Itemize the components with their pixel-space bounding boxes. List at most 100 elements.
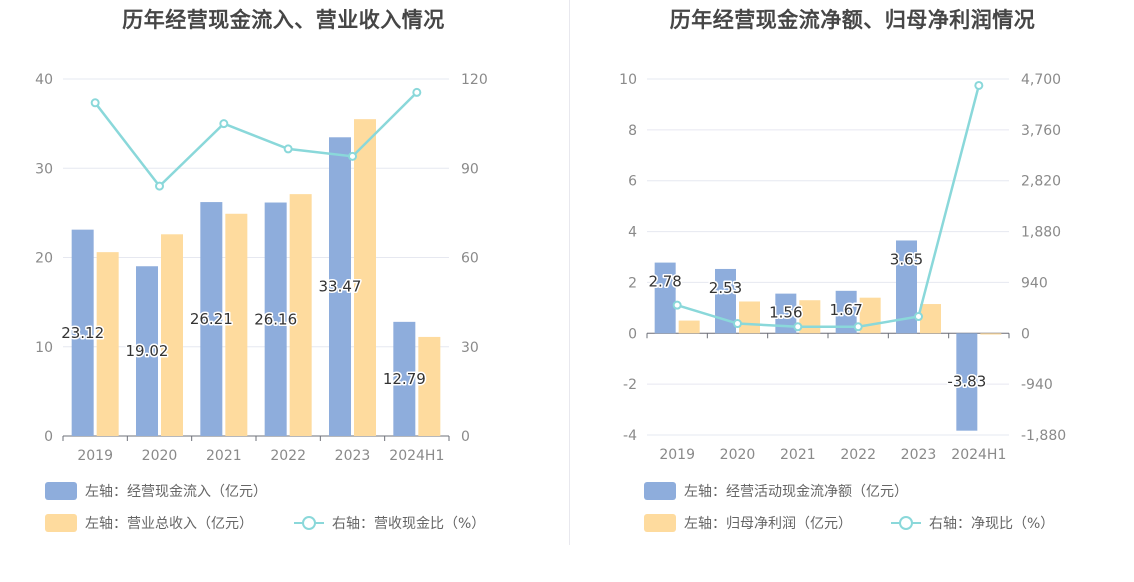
y-right-tick-label: 4,700 — [1021, 72, 1061, 88]
bar-data-label: 19.02 — [126, 342, 169, 360]
y-left-tick-label: 10 — [35, 340, 53, 356]
y-right-tick-label: 60 — [461, 251, 479, 267]
bar-series-2 — [739, 301, 760, 334]
x-tick-label: 2024H1 — [951, 447, 1006, 463]
line-series-point — [348, 151, 357, 161]
bar-series-2 — [678, 320, 700, 334]
y-left-tick-label: 8 — [628, 123, 637, 139]
y-right-tick-label: -940 — [1021, 377, 1053, 393]
legend-item-net-profit[interactable]: 左轴：归母净利润（亿元） — [644, 513, 852, 533]
y-left-tick-label: 6 — [628, 174, 637, 190]
legend-item-cash-inflow[interactable]: 左轴：经营现金流入（亿元） — [45, 481, 267, 501]
legend-swatch-orange — [45, 514, 77, 532]
legend-swatch-blue — [45, 482, 77, 500]
y-right-tick-label: -1,880 — [1021, 428, 1066, 444]
bar-series-2 — [289, 194, 312, 436]
line-series-path — [676, 85, 981, 329]
x-tick-label: 2021 — [780, 447, 816, 463]
legend-label: 右轴：净现比（%） — [929, 516, 1055, 532]
bar-series-2 — [161, 234, 183, 436]
legend-item-net-cash-ratio[interactable]: 右轴：净现比（%） — [891, 513, 1054, 533]
bar-series-1 — [956, 333, 978, 431]
x-tick-label: 2023 — [335, 448, 371, 464]
x-tick-label: 2024H1 — [389, 448, 444, 464]
legend-item-cash-revenue-ratio[interactable]: 右轴：营收现金比（%） — [294, 513, 485, 533]
legend-label: 左轴：营业总收入（亿元） — [85, 516, 253, 532]
bar-data-label: 26.16 — [254, 310, 297, 328]
bar-series-1 — [71, 229, 94, 436]
y-left-tick-label: 10 — [619, 72, 637, 88]
bar-series-1 — [136, 266, 158, 436]
bar-series-2 — [418, 336, 441, 436]
legend-line-marker-icon — [294, 516, 324, 530]
legend-label: 左轴：经营现金流入（亿元） — [85, 484, 267, 500]
x-tick-label: 2021 — [206, 448, 242, 464]
line-series-point — [219, 119, 229, 129]
legend-label: 左轴：归母净利润（亿元） — [684, 516, 852, 532]
y-right-tick-label: 940 — [1021, 275, 1048, 291]
line-series-point — [853, 322, 863, 332]
line-series-point — [974, 80, 984, 90]
y-right-tick-label: 2,820 — [1021, 174, 1061, 190]
bar-series-2 — [225, 213, 248, 436]
bar-data-label: 2.53 — [709, 279, 742, 297]
legend-swatch-orange — [644, 514, 676, 532]
bar-data-label: 1.56 — [769, 304, 802, 322]
line-series-point — [914, 312, 923, 322]
line-series-point — [733, 319, 742, 329]
x-tick-label: 2020 — [720, 447, 756, 463]
bar-series-1 — [775, 293, 797, 334]
bar-series-1 — [896, 240, 917, 334]
bar-series-1 — [200, 202, 223, 436]
bar-data-label: 1.67 — [829, 301, 862, 319]
legend-item-net-operating-cash-flow[interactable]: 左轴：经营活动现金流净额（亿元） — [644, 481, 908, 501]
y-left-tick-label: 0 — [44, 429, 53, 445]
y-right-tick-label: 1,880 — [1021, 225, 1061, 241]
line-series-path — [94, 91, 418, 188]
y-left-tick-label: 40 — [35, 72, 53, 88]
bar-series-2 — [354, 119, 376, 436]
y-right-tick-label: 120 — [461, 72, 488, 88]
bar-data-label: 12.79 — [383, 370, 426, 388]
chart-title: 历年经营现金流入、营业收入情况 — [122, 8, 445, 32]
bar-series-1 — [393, 321, 416, 436]
line-series-point — [672, 300, 682, 310]
chart-plot-area: -4 -1,880 -2 -940 0 0 2 940 4 1,880 6 2,820 8 3,760 10… — [619, 72, 1066, 463]
y-left-tick-label: 4 — [628, 225, 637, 241]
x-tick-label: 2022 — [840, 447, 876, 463]
x-tick-label: 2023 — [901, 447, 937, 463]
bar-data-label: 26.21 — [190, 310, 233, 328]
y-right-tick-label: 30 — [461, 340, 479, 356]
bar-series-1 — [329, 137, 351, 436]
legend-line-marker-icon — [891, 516, 921, 530]
y-right-tick-label: 0 — [461, 429, 470, 445]
bar-series-2 — [920, 304, 941, 334]
x-tick-label: 2019 — [659, 447, 695, 463]
y-left-tick-label: 20 — [35, 251, 53, 267]
chart-plot-area: 0 0 10 30 20 60 30 90 40 120 2019 2020 2021 2022 2023 2… — [35, 72, 488, 464]
legend-label: 右轴：营收现金比（%） — [332, 516, 486, 532]
bar-series-1 — [835, 290, 857, 334]
bar-data-label: 33.47 — [319, 278, 362, 296]
y-left-tick-label: -4 — [623, 428, 637, 444]
line-series-point — [90, 98, 100, 108]
y-right-tick-label: 0 — [1021, 326, 1030, 342]
bar-series-2 — [980, 333, 1002, 335]
y-left-tick-label: 30 — [35, 161, 53, 177]
line-series-point — [793, 322, 803, 332]
y-left-tick-label: 0 — [628, 326, 637, 342]
y-right-tick-label: 3,760 — [1021, 123, 1061, 139]
chart-panel-net-cash-flow: 历年经营现金流净额、归母净利润情况 -4 -1,880 -2 -940 0 0 2 940 4 1… — [571, 0, 1134, 582]
x-tick-label: 2020 — [142, 448, 178, 464]
line-series-point — [412, 87, 422, 97]
x-tick-label: 2022 — [270, 448, 306, 464]
bar-series-2 — [96, 252, 119, 436]
chart-title: 历年经营现金流净额、归母净利润情况 — [669, 8, 1036, 32]
bar-series-2 — [799, 300, 821, 334]
legend-item-revenue[interactable]: 左轴：营业总收入（亿元） — [45, 513, 253, 533]
bar-series-1 — [654, 262, 676, 334]
bar-data-label: 2.78 — [648, 273, 681, 291]
legend-swatch-blue — [644, 482, 676, 500]
bar-series-1 — [264, 202, 287, 436]
line-series-point — [155, 181, 164, 191]
